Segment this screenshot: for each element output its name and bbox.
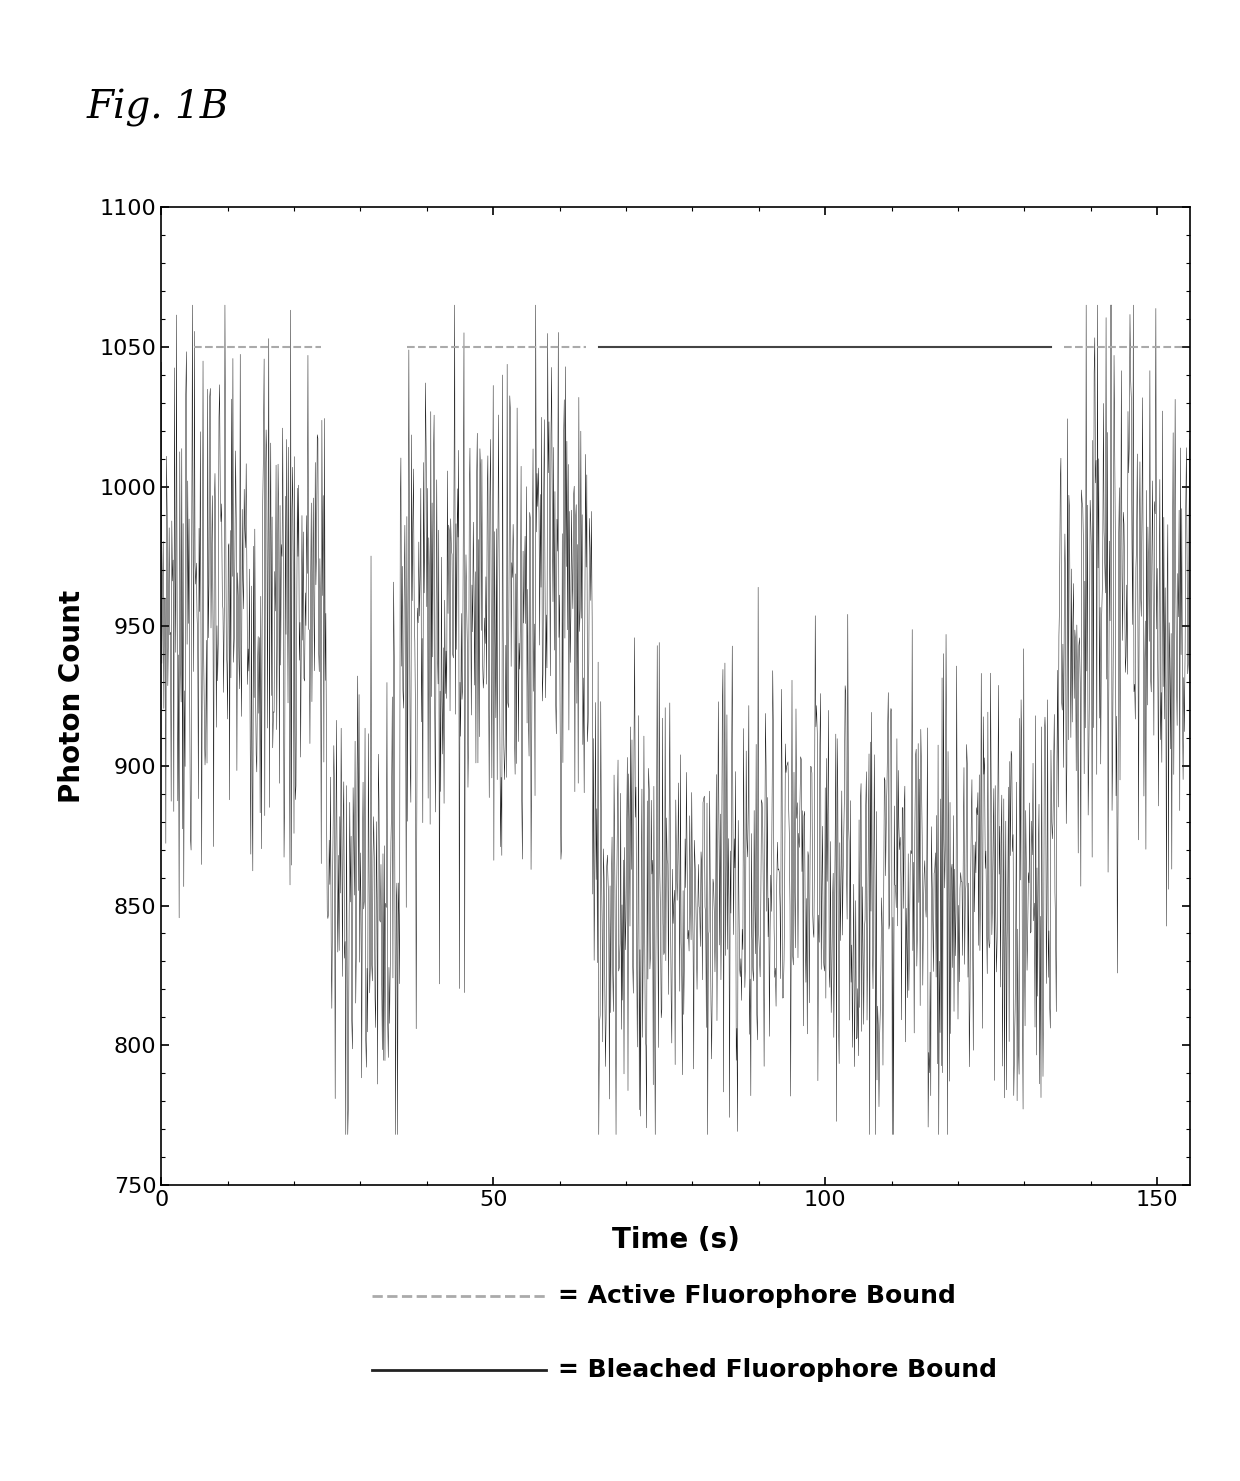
Text: = Bleached Fluorophore Bound: = Bleached Fluorophore Bound (558, 1358, 997, 1382)
Y-axis label: Photon Count: Photon Count (57, 589, 86, 803)
Text: = Active Fluorophore Bound: = Active Fluorophore Bound (558, 1284, 956, 1308)
Text: Fig. 1B: Fig. 1B (87, 89, 229, 127)
X-axis label: Time (s): Time (s) (611, 1226, 740, 1254)
